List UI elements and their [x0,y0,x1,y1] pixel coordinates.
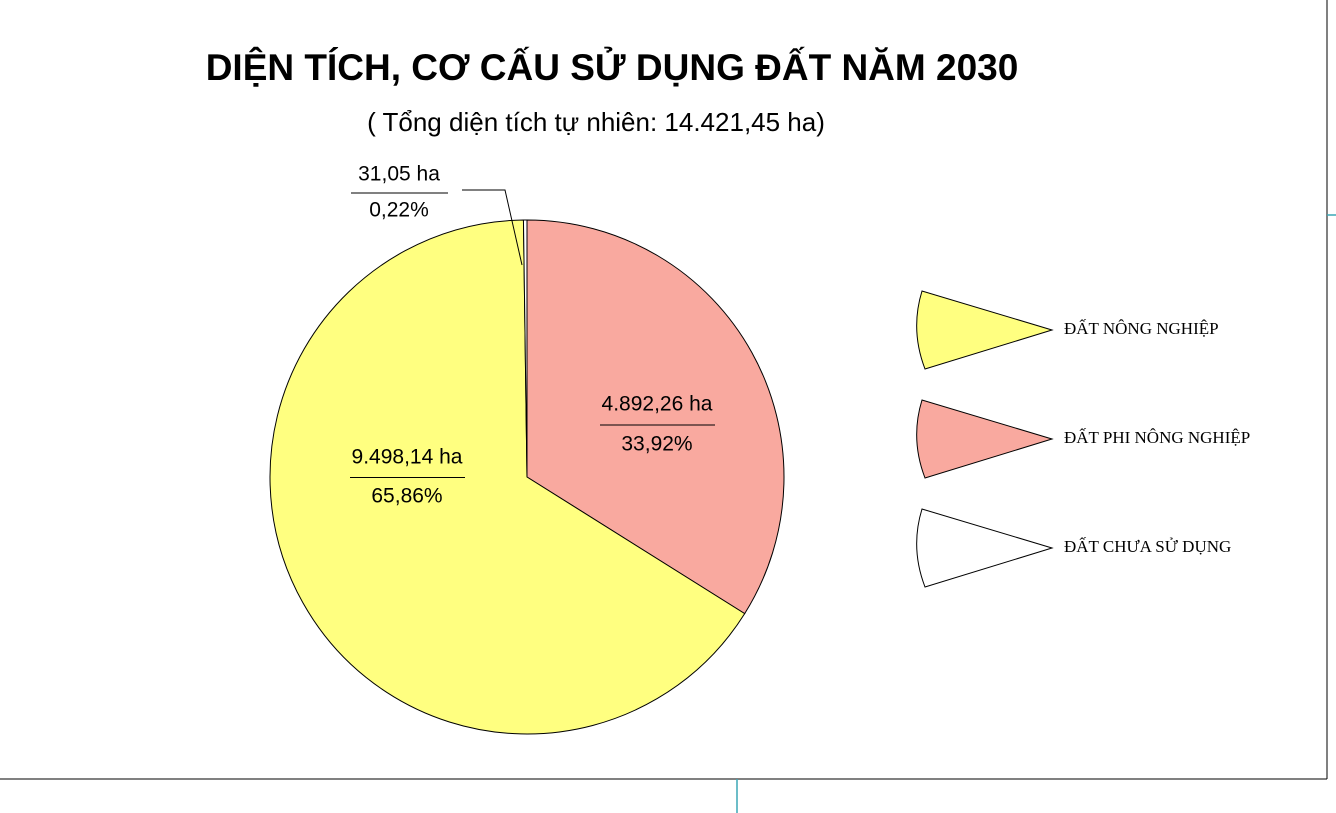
chart-title: DIỆN TÍCH, CƠ CẤU SỬ DỤNG ĐẤT NĂM 2030 [206,46,1019,88]
area-label: 4.892,26 ha [602,393,713,416]
leader-line [462,189,523,266]
legend-swatch [916,399,1054,479]
pie-slice [526,219,785,615]
legend-label: ĐẤT NÔNG NGHIỆP [1064,319,1219,338]
area-label: 31,05 ha [358,163,440,186]
legend-label: ĐẤT PHI NÔNG NGHIỆP [1064,428,1250,447]
value-label: 33,92% [621,433,692,456]
chart-subtitle: ( Tổng diện tích tự nhiên: 14.421,45 ha) [367,107,825,137]
legend-swatch [916,508,1054,588]
pie-slice [269,219,746,735]
area-label: 9.498,14 ha [352,446,463,469]
value-label: 65,86% [371,485,442,508]
pie-slice [522,219,528,478]
legend-swatch [916,290,1054,370]
value-label: 0,22% [369,199,429,222]
legend-label: ĐẤT CHƯA SỬ DỤNG [1064,537,1231,556]
